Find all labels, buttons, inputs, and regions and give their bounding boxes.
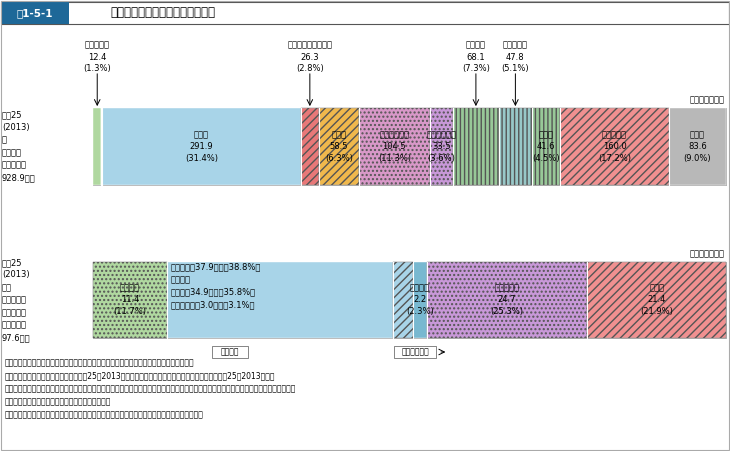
Text: 関連製造業37.9兆円（38.8%）
〈内訳〉
食品工業34.9兆円（35.8%）
資材供給産業3.0兆円（3.1%）: 関連製造業37.9兆円（38.8%） 〈内訳〉 食品工業34.9兆円（35.8%… bbox=[171, 263, 261, 309]
Bar bbox=[393, 262, 412, 338]
Text: 関連流通業
24.7
(25.3%): 関連流通業 24.7 (25.3%) bbox=[491, 284, 523, 316]
Bar bbox=[531, 108, 560, 185]
Text: 運輸業
41.6
(4.5%): 運輸業 41.6 (4.5%) bbox=[532, 130, 560, 163]
Text: ２）我が国の国内生産額のうちその他の中には、一括計上される「輸入品に課される税・関税」が含まれるほか、一括計上される「総資: ２）我が国の国内生産額のうちその他の中には、一括計上される「輸入品に課される税・… bbox=[5, 384, 296, 393]
Text: （単位：兆円）: （単位：兆円） bbox=[690, 95, 725, 104]
Bar bbox=[212, 346, 248, 358]
Bar bbox=[430, 108, 453, 185]
Text: 情報通信業
47.8
(5.1%): 情報通信業 47.8 (5.1%) bbox=[502, 41, 529, 74]
Bar bbox=[358, 108, 430, 185]
Bar bbox=[453, 108, 499, 185]
Text: （単位：兆円）: （単位：兆円） bbox=[690, 249, 725, 258]
Bar bbox=[560, 108, 669, 185]
Bar bbox=[301, 108, 319, 185]
Bar bbox=[1, 2, 69, 24]
Bar bbox=[427, 262, 587, 338]
Bar bbox=[560, 108, 669, 185]
Bar bbox=[393, 262, 412, 338]
Bar bbox=[93, 262, 167, 338]
Bar bbox=[587, 262, 726, 338]
Bar bbox=[499, 108, 531, 185]
Bar bbox=[93, 262, 726, 338]
Text: 資料：内閣府「国民経済計算」、農林水産省「農業・食料関連産業の経済計算」を基に作成: 資料：内閣府「国民経済計算」、農林水産省「農業・食料関連産業の経済計算」を基に作… bbox=[5, 358, 195, 367]
Bar bbox=[669, 108, 726, 185]
Bar bbox=[453, 108, 499, 185]
Text: 平成25
(2013)
年
我が国の
国内生産額
928.9兆円: 平成25 (2013) 年 我が国の 国内生産額 928.9兆円 bbox=[2, 111, 36, 182]
Bar bbox=[412, 262, 427, 338]
Text: 注：１）「我が国の国内生産額」は平成25（2013）年、「農業・食料関連産業の国内生産額」は平成25（2013）年度: 注：１）「我が国の国内生産額」は平成25（2013）年、「農業・食料関連産業の国… bbox=[5, 371, 275, 380]
Bar bbox=[1, 2, 729, 24]
Bar bbox=[167, 262, 393, 338]
Text: 電気・ガス・水道業
26.3
(2.8%): 電気・ガス・水道業 26.3 (2.8%) bbox=[288, 41, 332, 74]
Bar bbox=[319, 108, 358, 185]
Text: 農業・食料関連産業の国内生産額: 農業・食料関連産業の国内生産額 bbox=[110, 6, 215, 19]
Text: 卸売・小売業
104.5
(11.3%): 卸売・小売業 104.5 (11.3%) bbox=[377, 130, 411, 163]
Text: 関連投資
2.2
(2.3%): 関連投資 2.2 (2.3%) bbox=[406, 284, 434, 316]
Text: 農林漁業
11.4
(11.7%): 農林漁業 11.4 (11.7%) bbox=[113, 284, 147, 316]
Text: 不動産業
68.1
(7.3%): 不動産業 68.1 (7.3%) bbox=[462, 41, 490, 74]
Text: 農林水産業
12.4
(1.3%): 農林水産業 12.4 (1.3%) bbox=[83, 41, 111, 74]
Bar bbox=[358, 108, 430, 185]
Bar bbox=[93, 108, 726, 185]
Bar bbox=[531, 108, 560, 185]
Bar bbox=[93, 262, 167, 338]
Bar bbox=[93, 108, 101, 185]
Text: 本形成に係る消費税」が控除されている。: 本形成に係る消費税」が控除されている。 bbox=[5, 397, 112, 406]
Bar bbox=[587, 262, 726, 338]
Text: 資材供給産業: 資材供給産業 bbox=[402, 348, 429, 356]
Bar bbox=[102, 108, 301, 185]
Bar bbox=[394, 346, 437, 358]
Text: その他
83.6
(9.0%): その他 83.6 (9.0%) bbox=[684, 130, 711, 163]
Text: 建設業
58.5
(6.3%): 建設業 58.5 (6.3%) bbox=[325, 130, 353, 163]
Bar bbox=[301, 108, 319, 185]
Text: ３）「農業・食料関連産業の経済計算」における農林漁業の林業は食用の特用林産物の数値: ３）「農業・食料関連産業の経済計算」における農林漁業の林業は食用の特用林産物の数… bbox=[5, 410, 204, 419]
Text: 食品工業: 食品工業 bbox=[221, 348, 239, 356]
Bar bbox=[430, 108, 453, 185]
Bar bbox=[319, 108, 358, 185]
Text: サービス業
160.0
(17.2%): サービス業 160.0 (17.2%) bbox=[598, 130, 631, 163]
Text: 平成25
(2013)
年度
農業・食料
関連産業の
国内生産額
97.6兆円: 平成25 (2013) 年度 農業・食料 関連産業の 国内生産額 97.6兆円 bbox=[2, 258, 31, 342]
Text: 図1-5-1: 図1-5-1 bbox=[17, 8, 53, 18]
Bar bbox=[427, 262, 587, 338]
Text: 製造業
291.9
(31.4%): 製造業 291.9 (31.4%) bbox=[185, 130, 218, 163]
Text: 金融・保険業
33.5
(3.6%): 金融・保険業 33.5 (3.6%) bbox=[426, 130, 456, 163]
Text: 飲食店
21.4
(21.9%): 飲食店 21.4 (21.9%) bbox=[640, 284, 673, 316]
Bar bbox=[499, 108, 531, 185]
